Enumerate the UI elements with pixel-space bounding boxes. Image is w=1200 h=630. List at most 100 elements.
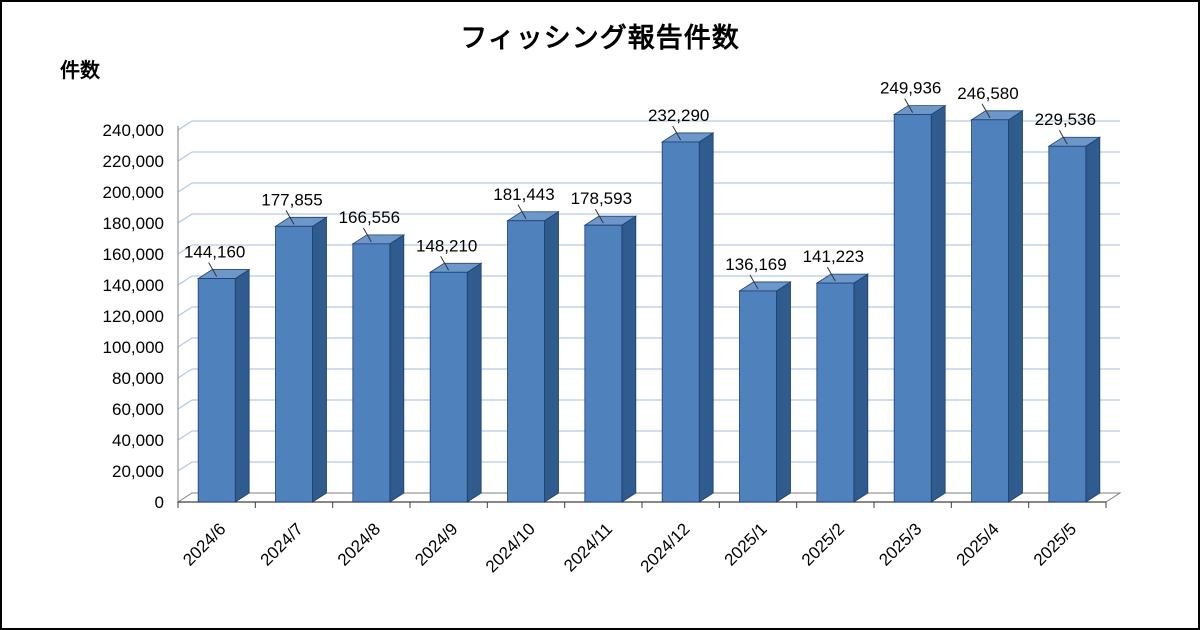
y-tick-label: 220,000 <box>103 152 164 171</box>
gridline-depth-segment <box>177 337 193 348</box>
bar-front-face <box>197 278 236 503</box>
bar-value-label: 177,855 <box>261 190 322 209</box>
value-label-leader-line <box>1058 129 1068 145</box>
x-tick-label: 2025/2 <box>798 519 848 569</box>
x-tick-label: 2024/6 <box>179 519 229 569</box>
x-tick-label: 2025/3 <box>875 519 925 569</box>
bar-2025/2 <box>815 273 870 503</box>
gridline-depth-segment <box>177 151 193 162</box>
bar-side-face <box>698 132 714 503</box>
gridline-depth-segment <box>177 120 193 131</box>
bar-value-label: 246,580 <box>957 84 1018 103</box>
bar-2024/10 <box>506 211 560 503</box>
bar-front-face <box>584 224 623 503</box>
x-tick-label: 2024/7 <box>257 519 307 569</box>
bar-2024/6 <box>196 268 251 503</box>
bar-side-face <box>1085 136 1101 503</box>
bar-side-face <box>234 268 250 503</box>
gridline-depth-segment <box>177 244 193 255</box>
x-tick-label: 2025/5 <box>1030 519 1080 569</box>
bar-side-face <box>621 215 637 503</box>
value-label-leader-line <box>749 274 759 290</box>
gridline-depth-segment <box>177 182 193 193</box>
bar-front-face <box>893 114 932 503</box>
y-tick-label: 40,000 <box>112 431 164 450</box>
value-label-leader-line <box>517 204 527 220</box>
bar-front-face <box>739 290 777 503</box>
y-axis-tick-labels: 0 20,000 40,000 60,000 80,000 100,000 120,000 1… <box>103 121 164 512</box>
value-label-leader-line <box>904 98 914 113</box>
gridline-depth-segment <box>177 306 193 317</box>
bar-2025/5 <box>1047 136 1102 503</box>
bar-side-face <box>389 234 405 503</box>
bar-side-face <box>312 216 327 503</box>
bar-side-face <box>853 273 869 503</box>
bar-2024/9 <box>428 262 483 503</box>
y-tick-label: 0 <box>155 493 164 512</box>
bar-value-label: 166,556 <box>339 208 400 227</box>
gridline-depth-segment <box>177 461 193 472</box>
x-axis-category-labels: 2024/6 2024/7 2024/8 2024/9 2024/10 2024/11 20… <box>179 519 1080 576</box>
y-tick-label: 120,000 <box>103 307 164 326</box>
value-label-leader-line <box>672 125 682 141</box>
bar-side-face <box>544 211 559 503</box>
bar-value-label: 148,210 <box>416 236 477 255</box>
gridline-depth-segment <box>177 399 193 410</box>
bar-value-label: 249,936 <box>880 79 941 98</box>
gridline-depth-segment <box>177 213 193 224</box>
y-tick-label: 80,000 <box>112 369 164 388</box>
value-label-leader-line <box>594 208 604 224</box>
gridline-depth-segment <box>177 430 193 441</box>
bar-value-label: 141,223 <box>803 247 864 266</box>
bar-side-face <box>930 104 946 503</box>
value-label-leader-line <box>362 227 372 243</box>
y-tick-label: 240,000 <box>103 121 164 140</box>
bar-value-label: 232,290 <box>648 106 709 125</box>
gridline-depth-segment <box>177 275 193 286</box>
bar-value-label: 181,443 <box>493 185 554 204</box>
x-tick-label: 2024/11 <box>560 519 616 575</box>
value-label-leader-line <box>208 262 218 277</box>
bar-2024/8 <box>351 234 406 503</box>
bar-value-label: 144,160 <box>184 243 245 262</box>
bar-value-label: 178,593 <box>571 189 632 208</box>
y-axis-title: 件数 <box>60 60 100 82</box>
bar-value-labels: 144,160 177,855 166,556 148,210 181,443 178,5… <box>184 79 1096 290</box>
y-tick-label: 180,000 <box>103 214 164 233</box>
bar-value-label: 229,536 <box>1035 110 1096 129</box>
y-tick-label: 140,000 <box>103 276 164 295</box>
value-label-leader-line <box>826 266 836 282</box>
bar-side-face <box>466 262 482 503</box>
bar-value-label: 136,169 <box>725 255 786 274</box>
bar-front-face <box>352 243 391 503</box>
bars <box>196 104 1102 503</box>
value-label-leader-line <box>981 103 991 119</box>
x-tick-label: 2025/1 <box>721 519 771 569</box>
chart-title: フィッシング報告件数 <box>460 23 740 53</box>
x-axis <box>177 501 1107 508</box>
gridlines <box>177 120 1120 472</box>
x-tick-label: 2024/10 <box>482 519 539 576</box>
bar-side-face <box>1008 110 1023 503</box>
bar-side-face <box>776 281 791 503</box>
y-tick-label: 60,000 <box>112 400 164 419</box>
bar-front-face <box>661 141 700 503</box>
value-label-leader-line <box>285 210 295 225</box>
y-tick-label: 160,000 <box>103 245 164 264</box>
bar-2025/4 <box>970 110 1024 503</box>
bar-front-face <box>275 225 313 503</box>
bar-2024/7 <box>274 216 328 503</box>
x-tick-label: 2025/4 <box>953 519 1003 569</box>
value-label-leader-line <box>440 256 450 271</box>
bar-2025/3 <box>892 104 947 503</box>
bar-2024/12 <box>660 132 715 503</box>
x-tick-label: 2024/12 <box>637 519 694 576</box>
bar-front-face <box>816 282 855 503</box>
y-tick-label: 20,000 <box>112 462 164 481</box>
x-tick-label: 2024/9 <box>411 519 461 569</box>
bar-front-face <box>971 119 1009 503</box>
bar-front-face <box>429 271 468 503</box>
y-tick-label: 100,000 <box>103 338 164 357</box>
